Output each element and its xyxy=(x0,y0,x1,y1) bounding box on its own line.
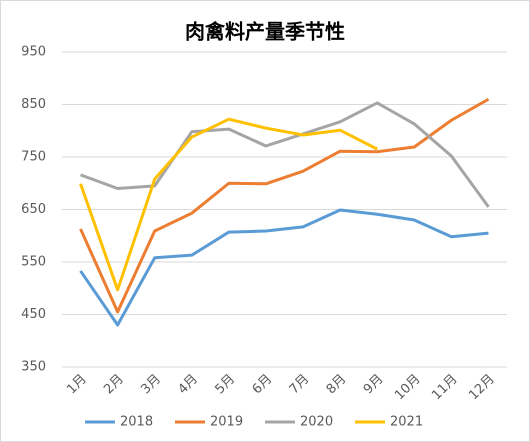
y-tick-label: 550 xyxy=(21,255,46,270)
series-line xyxy=(80,101,490,208)
legend-label: 2021 xyxy=(390,415,423,430)
series-line xyxy=(79,97,490,314)
legend-label: 2020 xyxy=(300,415,333,430)
y-tick-label: 950 xyxy=(21,45,46,60)
legend-label: 2018 xyxy=(120,415,153,430)
y-tick-label: 650 xyxy=(21,202,46,217)
series-line xyxy=(79,208,489,327)
y-tick-label: 450 xyxy=(21,307,46,322)
series-line xyxy=(79,117,378,292)
y-tick-label: 850 xyxy=(21,97,46,112)
legend-label: 2019 xyxy=(210,415,243,430)
y-tick-label: 350 xyxy=(21,360,46,375)
chart-title: 肉禽料产量季节性 xyxy=(185,20,345,44)
y-tick-label: 750 xyxy=(21,150,46,165)
